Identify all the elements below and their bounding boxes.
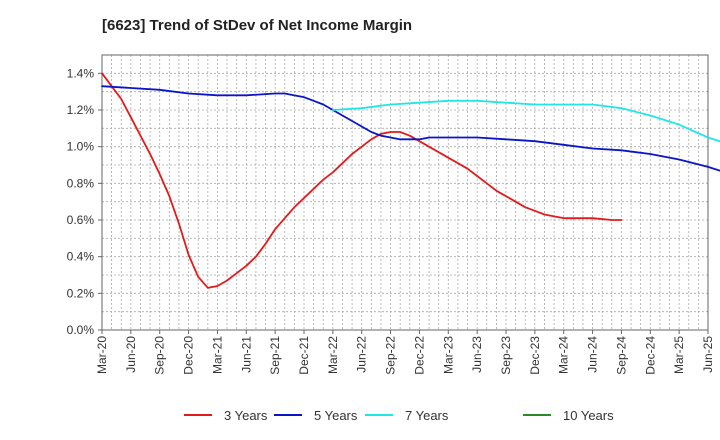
y-tick-label: 1.4%: [67, 66, 95, 80]
x-tick-label: Sep-23: [499, 336, 513, 375]
chart-title: [6623] Trend of StDev of Net Income Marg…: [102, 17, 412, 34]
grid: [101, 54, 709, 331]
x-tick-label: Jun-20: [124, 336, 138, 373]
x-tick-label: Jun-23: [470, 336, 484, 373]
y-tick-label: 0.4%: [67, 250, 95, 264]
y-tick-label: 0.6%: [67, 213, 95, 227]
x-tick-label: Mar-23: [441, 336, 455, 374]
x-tick-label: Jun-25: [701, 336, 715, 373]
x-tick-label: Dec-22: [412, 336, 426, 375]
x-tick-label: Sep-24: [614, 336, 628, 375]
y-tick-label: 0.0%: [67, 323, 95, 337]
x-tick-label: Dec-21: [297, 336, 311, 375]
y-tick-label: 0.2%: [67, 286, 95, 300]
x-tick-label: Dec-20: [182, 336, 196, 375]
x-tick-label: Mar-24: [557, 336, 571, 374]
series-lines: [101, 72, 720, 289]
series-line-7-years: [331, 99, 720, 143]
x-tick-label: Jun-22: [355, 336, 369, 373]
legend-label: 7 Years: [405, 408, 449, 423]
legend-label: 3 Years: [224, 408, 268, 423]
x-tick-label: Mar-22: [326, 336, 340, 374]
legend: 3 Years 5 Years 7 Years 10 Years: [184, 408, 614, 423]
y-tick-label: 1.0%: [67, 140, 95, 154]
x-tick-label: Mar-21: [210, 336, 224, 374]
x-tick-label: Sep-22: [384, 336, 398, 375]
x-tick-label: Jun-24: [586, 336, 600, 373]
series-line-5-years: [101, 85, 720, 172]
x-tick-label: Sep-21: [268, 336, 282, 375]
series-line-3-years: [101, 72, 623, 289]
y-tick-label: 1.2%: [67, 103, 95, 117]
x-tick-label: Sep-20: [153, 336, 167, 375]
x-tick-label: Jun-21: [239, 336, 253, 373]
x-tick-label: Dec-23: [528, 336, 542, 375]
plot-frame: [101, 54, 709, 331]
legend-label: 5 Years: [314, 408, 358, 423]
legend-label: 10 Years: [563, 408, 614, 423]
y-tick-label: 0.8%: [67, 176, 95, 190]
x-tick-label: Mar-25: [672, 336, 686, 374]
x-tick-label: Mar-20: [95, 336, 109, 374]
x-tick-label: Dec-24: [643, 336, 657, 375]
axes: 0.0% 0.2% 0.4% 0.6% 0.8% 1.0% 1.2% 1.4% Mar-20 Ju…: [67, 54, 715, 375]
